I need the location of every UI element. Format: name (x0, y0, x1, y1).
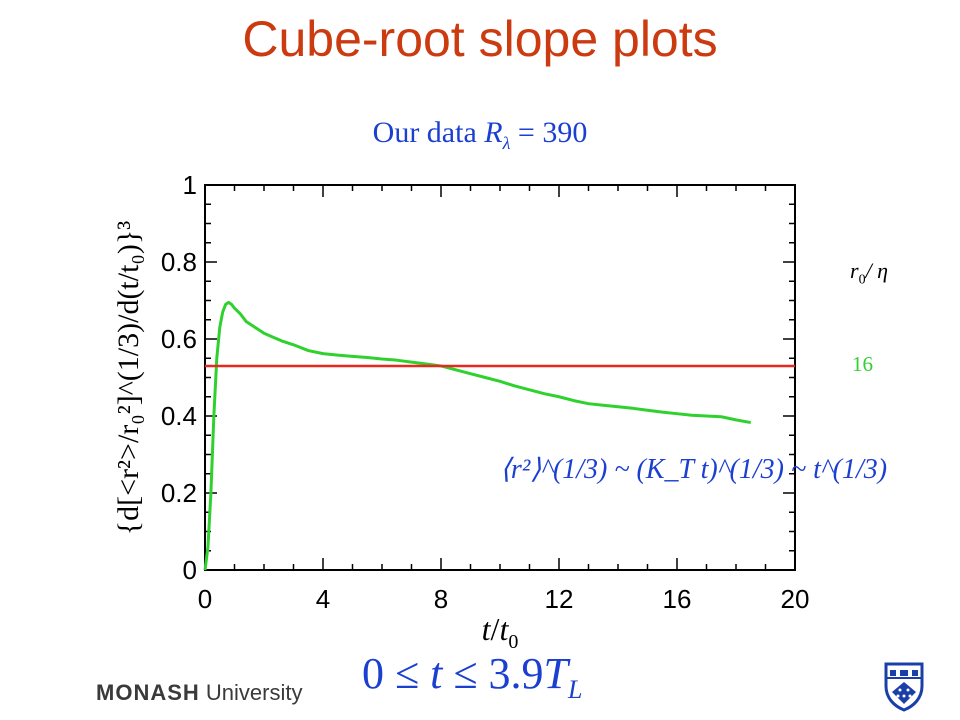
chart-axes (204, 184, 796, 571)
x-tick-label: 20 (781, 584, 810, 614)
x-tick-label: 4 (316, 584, 330, 614)
time-range-t: t (430, 649, 443, 698)
time-range-T: T (543, 649, 569, 698)
series-line-16 (203, 300, 752, 571)
y-tick-label: 0.8 (161, 247, 197, 277)
y-axis-label: {d[<r²>/r₀²]^(1/3)/d(t/t₀)}³ (112, 221, 145, 536)
legend-title-r: r (850, 258, 859, 283)
x-axis-label-text: t/t0 (482, 611, 519, 653)
slide-title: Cube-root slope plots (242, 11, 718, 67)
y-axis-label-text: {d[<r²>/r₀²]^(1/3)/d(t/t₀)}³ (112, 221, 145, 536)
chart-series (203, 300, 795, 571)
time-range-L: L (568, 674, 583, 704)
x-tick-label: 16 (663, 584, 692, 614)
x-tick-label: 0 (198, 584, 212, 614)
time-range: 0 ≤ t ≤ 3.9TL (362, 648, 583, 705)
university-crest-icon (884, 662, 924, 712)
chart-ticks: 0 4 8 12 16 20 0 0.2 0.4 0.6 0.8 1 (161, 170, 810, 614)
logo-strong: MONASH (96, 680, 200, 705)
legend-entry: 16 (852, 352, 873, 376)
subtitle-suffix: = 390 (510, 116, 588, 149)
subtitle-prefix: Our data (372, 116, 485, 149)
logo-rest: University (199, 680, 303, 705)
legend-title: r0/ η (850, 258, 888, 288)
chart-annotation: ⟨r²⟩^(1/3) ~ (K_T t)^(1/3) ~ t^(1/3) (500, 454, 887, 485)
legend-title-rest: / η (865, 258, 889, 283)
plot-frame (204, 184, 796, 571)
x-tick-label: 12 (545, 584, 574, 614)
y-tick-label: 0.2 (161, 478, 197, 508)
subtitle-r: R (484, 116, 503, 149)
y-tick-label: 0.4 (161, 401, 197, 431)
monash-logo: MONASH University (96, 680, 302, 706)
x-tick-label: 8 (434, 584, 448, 614)
subtitle-lambda: λ (502, 133, 511, 153)
y-tick-label: 0 (183, 555, 197, 585)
x-axis-label: t/t0 (482, 611, 519, 653)
subtitle: Our data Rλ = 390 (0, 116, 960, 154)
time-range-prefix: 0 ≤ (362, 649, 431, 698)
y-tick-label: 1 (183, 170, 197, 200)
annotation-formula: ⟨r²⟩^(1/3) ~ (K_T t)^(1/3) ~ t^(1/3) (500, 454, 887, 485)
y-tick-label: 0.6 (161, 324, 197, 354)
time-range-mid: ≤ 3.9 (442, 649, 544, 698)
legend-title-sub: 0 (858, 272, 866, 288)
